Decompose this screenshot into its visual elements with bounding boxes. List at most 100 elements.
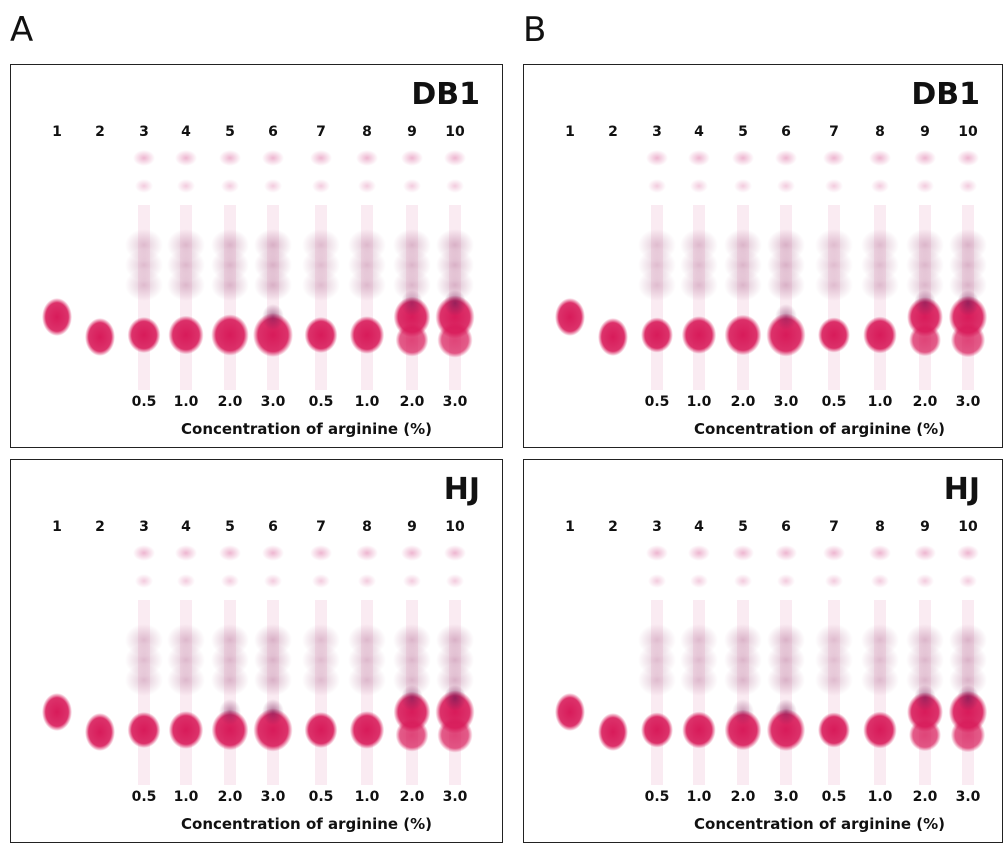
concentration-tick: 0.5 [308,394,334,410]
concentration-tick: 2.0 [399,394,425,410]
lane-2-spots [85,713,115,751]
x-axis-label: Concentration of arginine (%) [694,815,946,833]
lane-number-2: 2 [608,124,618,140]
lane-7-spots [815,545,853,785]
concentration-tick: 0.5 [644,394,670,410]
panel-label: HJ [943,472,980,507]
lane-number-6: 6 [268,124,278,140]
lane-number-2: 2 [608,519,618,535]
lane-6-spots [253,150,293,390]
lane-7-spots [302,150,340,390]
lane-1-spots [42,693,72,731]
concentration-tick: 1.0 [867,394,893,410]
lane-8-spots [861,545,899,785]
concentration-tick: 0.5 [644,789,670,805]
lane-number-3: 3 [139,519,149,535]
tlc-panel-a-bottom: HJ 1 2 3 4 5 6 7 8 9 10 0.5 1.0 2.0 3.0 0.5 1.0 2.0 3.0 Con… [10,459,503,843]
lane-2-spots [598,318,628,356]
lane-5-spots [724,150,762,390]
concentration-tick: 2.0 [730,789,756,805]
lane-6-spots [766,545,806,785]
concentration-tick: 2.0 [217,789,243,805]
lane-number-10: 10 [445,519,465,535]
concentration-tick: 1.0 [686,394,712,410]
lane-number-8: 8 [362,124,372,140]
lane-5-spots [724,545,762,785]
lane-number-6: 6 [781,124,791,140]
lane-number-7: 7 [829,124,839,140]
lane-number-10: 10 [445,124,465,140]
lane-6-spots [766,150,806,390]
concentration-tick: 1.0 [686,789,712,805]
lane-number-9: 9 [407,124,417,140]
lane-4-spots [680,545,718,785]
lane-number-5: 5 [738,124,748,140]
tlc-plate-image [555,150,988,390]
concentration-tick: 3.0 [260,394,286,410]
lane-number-7: 7 [316,519,326,535]
lane-2-spots [598,713,628,751]
lane-9-spots [906,150,944,390]
concentration-tick: 2.0 [912,394,938,410]
lane-number-2: 2 [95,124,105,140]
concentration-tick: 2.0 [912,789,938,805]
concentration-tick: 1.0 [354,394,380,410]
lane-number-8: 8 [362,519,372,535]
lane-number-8: 8 [875,124,885,140]
concentration-tick: 3.0 [773,394,799,410]
lane-number-4: 4 [181,519,191,535]
lane-8-spots [348,545,386,785]
lane-number-1: 1 [52,124,62,140]
lane-6-spots [253,545,293,785]
x-axis-label: Concentration of arginine (%) [694,420,946,438]
lane-1-spots [42,298,72,336]
lane-3-spots [125,150,163,390]
lane-number-4: 4 [181,124,191,140]
tlc-panel-b-bottom: HJ 1 2 3 4 5 6 7 8 9 10 0.5 1.0 2.0 3.0 0.5 1.0 2.0 3.0 Con… [523,459,1003,843]
lane-8-spots [861,150,899,390]
tlc-panel-a-top: DB1 1 2 3 4 5 6 7 8 9 10 0.5 1.0 2.0 3.0 0.5 1.0 2.0 3.0 Co… [10,64,503,448]
lane-10-spots [948,545,988,785]
concentration-tick: 3.0 [442,394,468,410]
lane-7-spots [815,150,853,390]
concentration-tick: 3.0 [442,789,468,805]
lane-8-spots [348,150,386,390]
lane-number-3: 3 [139,124,149,140]
concentration-tick: 3.0 [955,394,981,410]
concentration-tick: 0.5 [308,789,334,805]
lane-2-spots [85,318,115,356]
tlc-plate-image [42,545,475,785]
lane-number-1: 1 [565,124,575,140]
lane-number-5: 5 [225,519,235,535]
lane-number-6: 6 [268,519,278,535]
lane-5-spots [211,545,249,785]
panel-label: DB1 [911,77,980,112]
lane-7-spots [302,545,340,785]
lane-4-spots [680,150,718,390]
concentration-tick: 3.0 [260,789,286,805]
concentration-tick: 0.5 [131,394,157,410]
lane-1-spots [555,693,585,731]
concentration-tick: 1.0 [173,789,199,805]
x-axis-label: Concentration of arginine (%) [181,420,433,438]
lane-9-spots [393,150,431,390]
lane-number-3: 3 [652,519,662,535]
section-label-a: A [10,10,34,50]
lane-number-3: 3 [652,124,662,140]
tlc-plate-image [555,545,988,785]
concentration-tick: 2.0 [730,394,756,410]
lane-3-spots [638,150,676,390]
lane-number-10: 10 [958,124,978,140]
lane-10-spots [435,150,475,390]
tlc-plate-image [42,150,475,390]
lane-number-10: 10 [958,519,978,535]
lane-number-4: 4 [694,519,704,535]
lane-number-2: 2 [95,519,105,535]
lane-4-spots [167,150,205,390]
lane-number-7: 7 [829,519,839,535]
lane-number-1: 1 [52,519,62,535]
lane-3-spots [638,545,676,785]
lane-number-1: 1 [565,519,575,535]
concentration-tick: 2.0 [399,789,425,805]
tlc-panel-b-top: DB1 1 2 3 4 5 6 7 8 9 10 0.5 1.0 2.0 3.0 0.5 1.0 2.0 3.0 Co… [523,64,1003,448]
